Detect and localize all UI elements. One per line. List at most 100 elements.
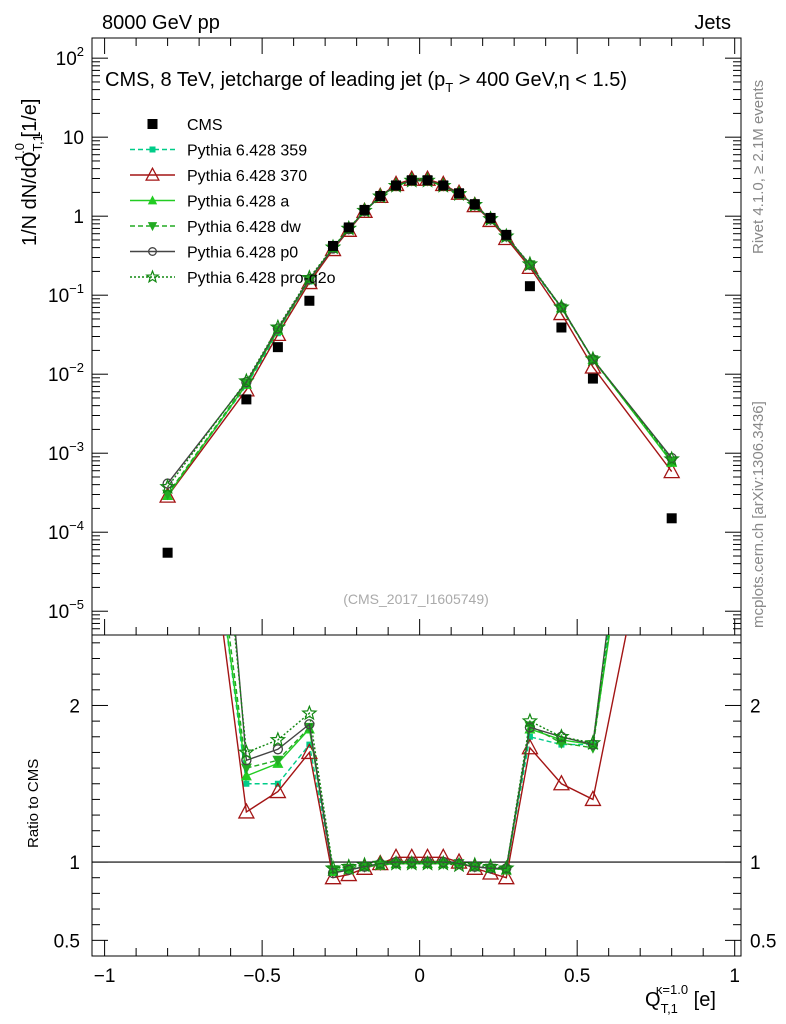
legend-marker-pythia-6-428-dw xyxy=(147,222,158,232)
series-point-pythia-6-428-pro-q2o xyxy=(269,318,287,335)
ratio-tick-label-right: 1 xyxy=(750,853,761,874)
series-point-pythia-6-428-p0 xyxy=(524,259,536,271)
legend-marker-pythia-6-428-359 xyxy=(149,146,156,153)
x-axis-label-main: Q xyxy=(645,989,661,1011)
ratio-point-pythia-6-428-a xyxy=(162,183,173,194)
ratio-point-pythia-6-428-pro-q2o xyxy=(238,743,255,760)
series-point-pythia-6-428-dw xyxy=(587,355,599,366)
ratio-point-pythia-6-428-pro-q2o xyxy=(356,856,373,873)
chart-title-part-2: > 400 GeV,η < 1.5) xyxy=(453,69,627,91)
ratio-point-pythia-6-428-370 xyxy=(160,196,175,210)
series-point-pythia-6-428-p0 xyxy=(272,323,284,334)
x-tick-label: −1 xyxy=(94,966,116,987)
ratio-point-pythia-6-428-370 xyxy=(664,400,679,414)
cms-data-point xyxy=(343,222,354,233)
ratio-point-pythia-6-428-p0 xyxy=(343,864,354,876)
y-tick-label-base: 10 xyxy=(63,128,84,149)
ratio-point-pythia-6-428-pro-q2o xyxy=(466,856,484,873)
ratio-tick-label-right: 0.5 xyxy=(750,931,776,952)
analysis-watermark: (CMS_2017_I1605749) xyxy=(343,591,489,607)
ratio-point-pythia-6-428-dw xyxy=(453,859,465,870)
x-tick-label: 0.5 xyxy=(564,966,590,987)
y-tick-label: 102 xyxy=(56,44,84,70)
y-tick-label: 10−2 xyxy=(48,360,84,386)
legend-marker-pythia-6-428-370 xyxy=(145,166,160,181)
legend-marker-pythia-6-428-p0 xyxy=(148,247,157,256)
y-tick-label-base: 10 xyxy=(48,602,69,623)
y-axis-label-main: 1/N dN/dQ xyxy=(19,152,41,246)
y-tick-label-base: 10 xyxy=(56,49,77,70)
series-point-pythia-6-428-pro-q2o xyxy=(553,298,570,315)
y-tick-label: 10−1 xyxy=(48,281,84,307)
ratio-point-pythia-6-428-pro-q2o xyxy=(584,734,602,751)
x-axis-label-sub: T,1 xyxy=(661,1001,678,1016)
rivet-info-label: Rivet 4.1.0, ≥ 2.1M events xyxy=(750,80,767,254)
ratio-y-axis-label: Ratio to CMS xyxy=(25,759,42,848)
y-axis-label-unit: [1/e] xyxy=(19,99,41,143)
series-point-pythia-6-428-pro-q2o xyxy=(663,450,680,467)
ratio-point-pythia-6-428-dw xyxy=(240,763,252,775)
ratio-point-pythia-6-428-dw xyxy=(272,755,284,767)
chart-title: CMS, 8 TeV, jetcharge of leading jet (pT… xyxy=(105,69,627,95)
cms-data-point xyxy=(406,175,417,186)
ratio-point-pythia-6-428-370 xyxy=(552,774,571,791)
ratio-point-pythia-6-428-a xyxy=(240,769,252,781)
cms-data-point xyxy=(666,513,677,524)
ratio-line-pythia-6-428-370 xyxy=(222,635,627,879)
cms-data-point xyxy=(524,281,535,292)
y-tick-label: 10−5 xyxy=(48,597,84,623)
ratio-point-pythia-6-428-p0 xyxy=(304,719,315,730)
legend-label-cms: CMS xyxy=(187,117,223,134)
ratio-point-pythia-6-428-pro-q2o xyxy=(269,731,287,747)
ratio-point-pythia-6-428-p0 xyxy=(359,861,370,872)
axis-ticks: −1 −0.5 0 0.5 110−510−410−310−210−11101020.5… xyxy=(48,38,776,987)
chart-title-part-1: CMS, 8 TeV, jetcharge of leading jet (p xyxy=(105,69,445,91)
ratio-point-pythia-6-428-pro-q2o xyxy=(498,859,515,876)
cms-data-point xyxy=(272,342,283,353)
legend-label-pythia-6-428-pro-q2o: Pythia 6.428 pro-q2o xyxy=(187,270,336,287)
series-point-pythia-6-428-pro-q2o xyxy=(238,372,255,389)
ratio-point-pythia-6-428-dw xyxy=(666,184,677,195)
ratio-point-pythia-6-428-dw xyxy=(162,153,173,164)
legend-label-pythia-6-428-a: Pythia 6.428 a xyxy=(187,194,289,211)
ratio-line-pythia-6-428-pro-q2o xyxy=(234,635,608,870)
ratio-point-pythia-6-428-p0 xyxy=(485,863,496,874)
x-axis-label-sup: κ=1.0 xyxy=(656,982,688,997)
cms-data-point xyxy=(241,394,252,405)
series-point-pythia-6-428-370 xyxy=(584,357,602,374)
series-point-pythia-6-428-pro-q2o xyxy=(584,350,602,367)
category-label: Jets xyxy=(694,12,731,34)
ratio-point-pythia-6-428-pro-q2o xyxy=(372,854,389,871)
cms-data-point xyxy=(422,175,433,186)
ratio-point-pythia-6-428-p0 xyxy=(272,744,284,755)
ratio-point-pythia-6-428-pro-q2o xyxy=(324,859,342,876)
y-axis-label-sup: 1.0 xyxy=(12,143,27,161)
ratio-point-pythia-6-428-pro-q2o xyxy=(450,856,468,873)
ratio-line-pythia-6-428-p0 xyxy=(234,635,608,874)
ratio-point-pythia-6-428-pro-q2o xyxy=(301,704,318,721)
ratio-point-pythia-6-428-pro-q2o xyxy=(665,135,678,148)
cms-data-point xyxy=(469,199,480,210)
y-tick-label-base: 10 xyxy=(48,444,69,465)
x-tick-label: −0.5 xyxy=(243,966,281,987)
ratio-tick-label-left: 0.5 xyxy=(54,931,80,952)
y-tick-label: 10−3 xyxy=(48,439,84,465)
series-point-pythia-6-428-pro-q2o xyxy=(301,269,318,285)
energy-label: 8000 GeV pp xyxy=(102,12,220,34)
legend-label-pythia-6-428-370: Pythia 6.428 370 xyxy=(187,168,307,185)
cms-data-point xyxy=(359,204,370,215)
y-tick-label-exp: −5 xyxy=(69,597,84,612)
ratio-tick-label-left: 1 xyxy=(69,853,80,874)
ratio-point-pythia-6-428-p0 xyxy=(469,861,480,872)
ratio-point-pythia-6-428-359 xyxy=(243,780,250,787)
series-point-pythia-6-428-p0 xyxy=(304,273,315,285)
ratio-point-pythia-6-428-pro-q2o xyxy=(482,858,499,874)
ratio-point-pythia-6-428-pro-q2o xyxy=(340,858,358,874)
ratio-point-pythia-6-428-370 xyxy=(497,868,515,885)
series-point-pythia-6-428-370 xyxy=(159,486,177,503)
ratio-point-pythia-6-428-359 xyxy=(669,170,675,176)
ratio-point-pythia-6-428-pro-q2o xyxy=(403,854,421,871)
cms-data-point xyxy=(485,212,496,223)
y-axis-label: 1/N dN/dQT,11.0 [1/e] xyxy=(12,99,45,246)
series-point-pythia-6-428-p0 xyxy=(241,377,252,388)
